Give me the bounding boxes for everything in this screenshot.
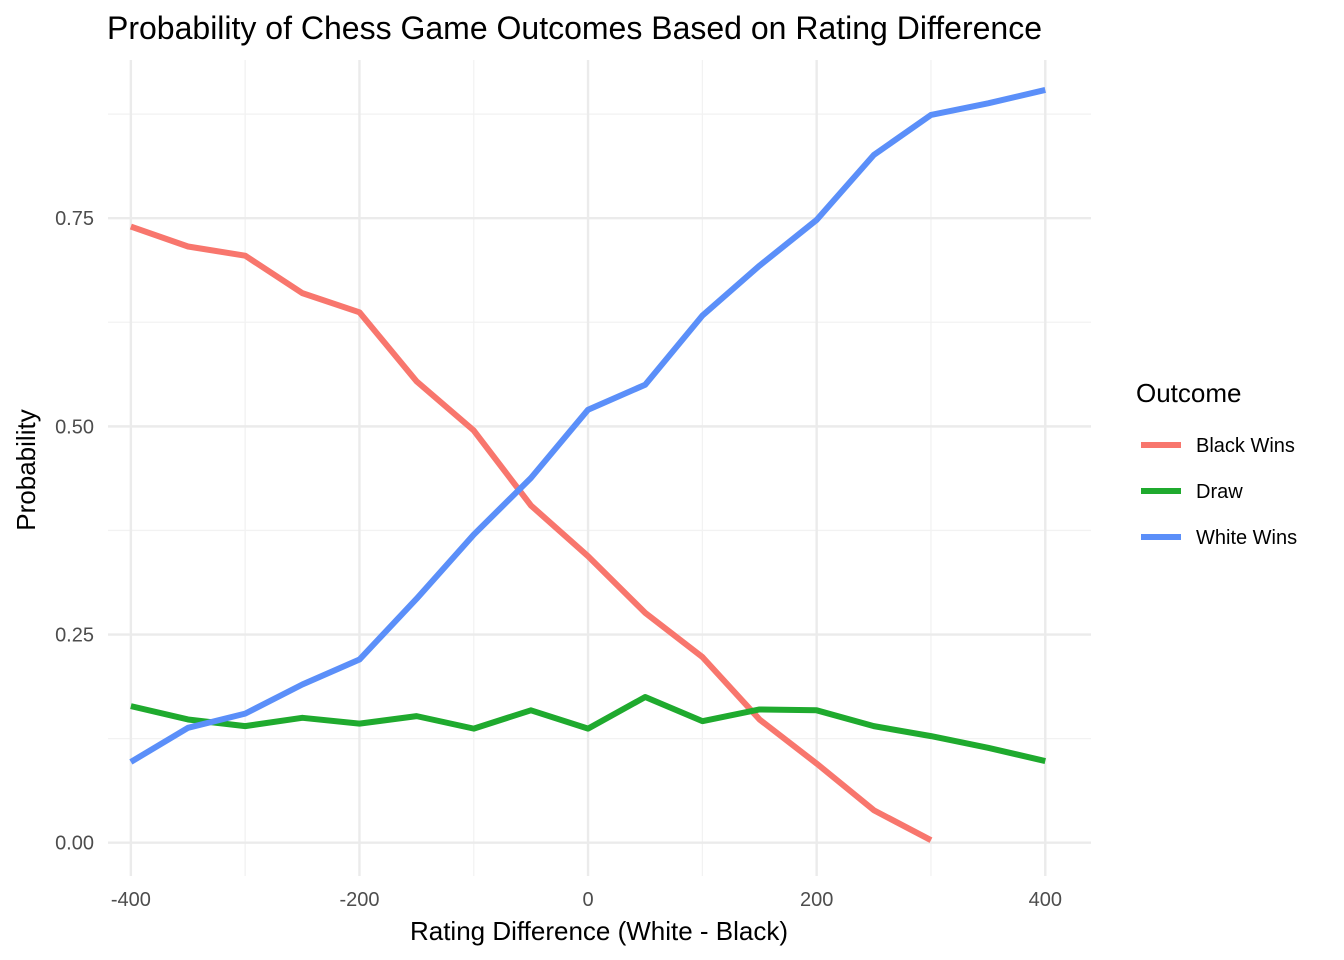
legend: Outcome Black Wins Draw White Wins	[1136, 378, 1297, 549]
y-tick-label: 0.00	[55, 833, 94, 855]
legend-label-draw: Draw	[1196, 481, 1243, 503]
x-tick-label: 200	[800, 889, 833, 911]
x-tick-label: -400	[111, 889, 151, 911]
y-axis-title: Probability	[11, 409, 41, 530]
x-axis-tick-labels: -400 -200 0 200 400	[111, 889, 1062, 911]
y-axis-tick-labels: 0.00 0.25 0.50 0.75	[55, 208, 94, 854]
legend-label-white-wins: White Wins	[1196, 527, 1297, 549]
legend-items: Black Wins Draw White Wins	[1141, 435, 1297, 549]
y-tick-label: 0.75	[55, 208, 94, 230]
x-axis-title: Rating Difference (White - Black)	[410, 916, 788, 946]
chart-title: Probability of Chess Game Outcomes Based…	[107, 10, 1042, 46]
x-tick-label: 400	[1029, 889, 1062, 911]
y-tick-label: 0.50	[55, 416, 94, 438]
y-tick-label: 0.25	[55, 625, 94, 647]
series-line-draw	[130, 693, 1046, 765]
legend-label-black-wins: Black Wins	[1196, 435, 1295, 457]
series-lines	[129, 87, 1046, 843]
major-gridlines	[108, 60, 1091, 876]
legend-title: Outcome	[1136, 378, 1242, 408]
minor-gridlines	[108, 60, 1091, 876]
series-line-black-wins	[129, 223, 933, 843]
x-tick-label: 0	[583, 889, 594, 911]
series-line-white-wins	[129, 87, 1046, 765]
x-tick-label: -200	[339, 889, 379, 911]
